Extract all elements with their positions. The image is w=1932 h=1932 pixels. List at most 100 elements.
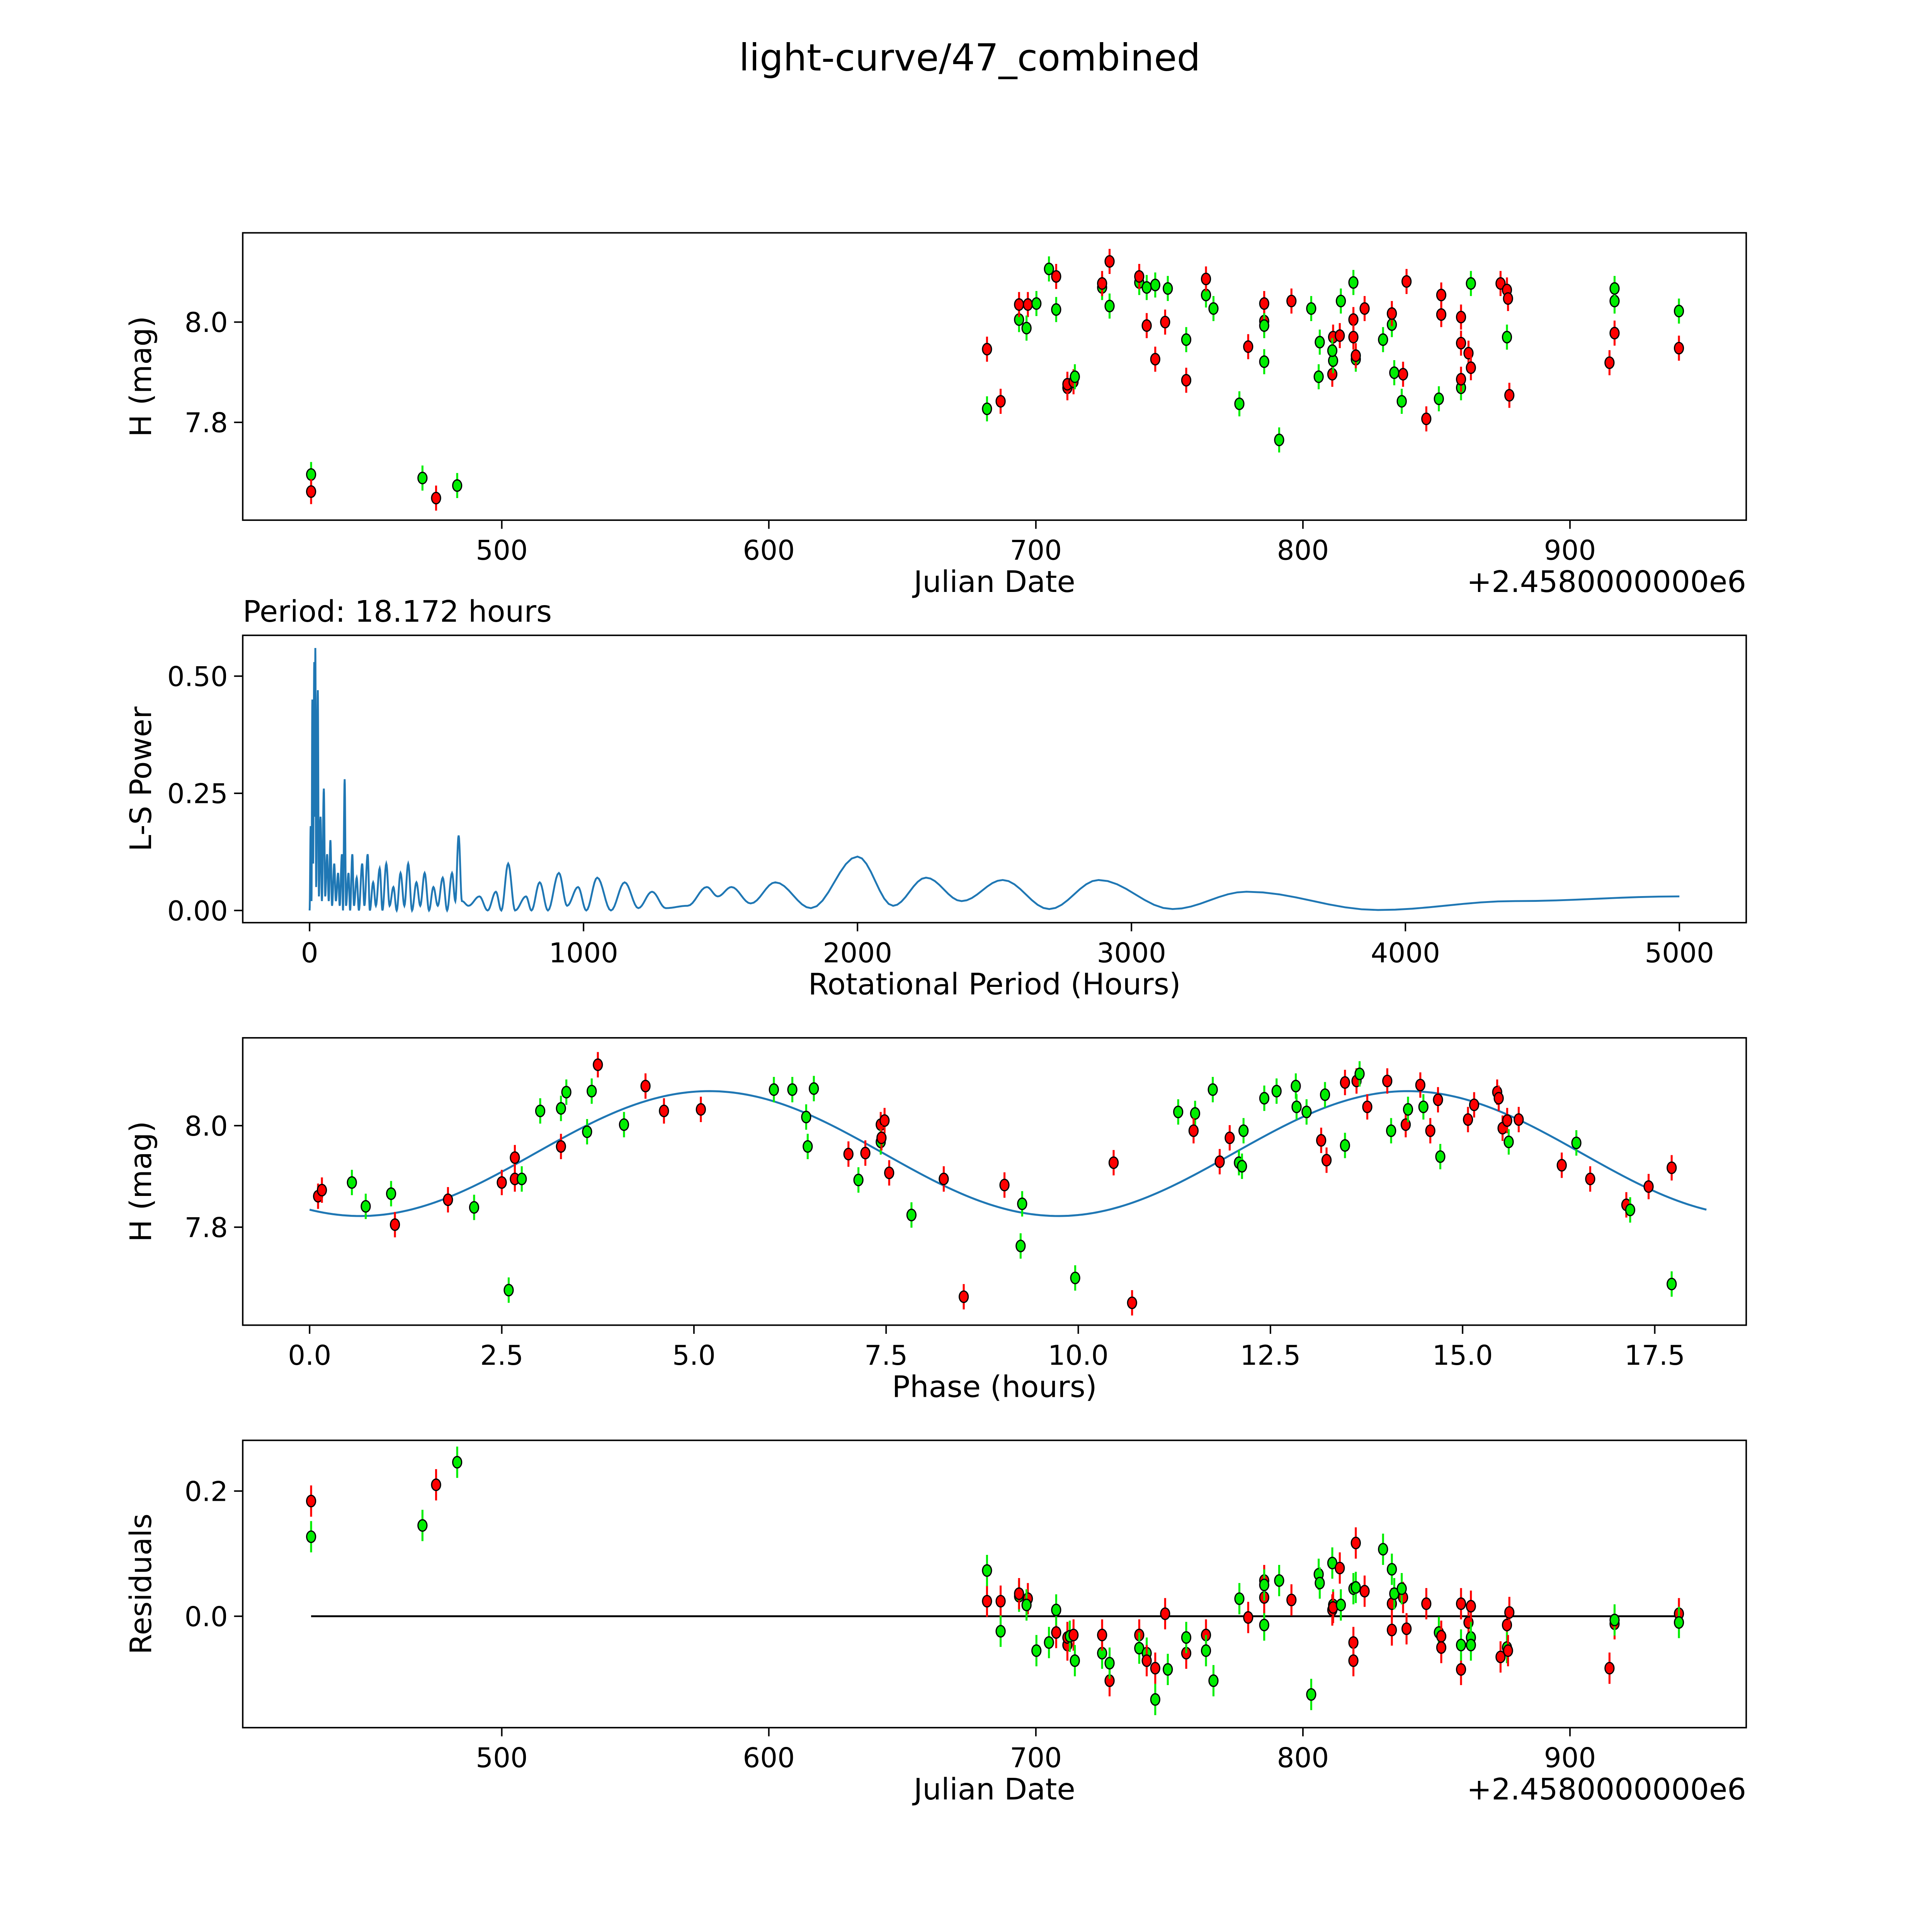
marker (1097, 1629, 1107, 1641)
green-data-point (587, 1078, 597, 1104)
marker (1160, 316, 1170, 328)
green-data-point (1208, 296, 1219, 321)
periodogram-plot-area (308, 648, 1680, 913)
green-data-point (853, 1167, 864, 1193)
periodogram-panel: 0 1000 2000 3000 4000 5000 0.00 0.25 0.50 Rotatio… (124, 634, 1747, 1002)
x-tick-label: 800 (1277, 1742, 1329, 1774)
marker (1386, 1563, 1397, 1576)
green-data-point (1031, 1635, 1042, 1667)
x-tick-label: 500 (476, 1742, 528, 1774)
marker (1456, 337, 1466, 350)
red-data-point (1328, 1592, 1338, 1623)
green-data-point (1335, 288, 1346, 314)
marker (619, 1118, 629, 1131)
marker (1068, 1629, 1079, 1641)
marker (1463, 1113, 1473, 1126)
red-data-point (959, 1284, 969, 1310)
x-tick-label: 800 (1277, 535, 1329, 566)
marker (1386, 1124, 1396, 1137)
marker (1354, 1067, 1365, 1080)
phase-folded-panel: 0.0 2.5 5.0 7.5 10.0 12.5 15.0 17.5 7.8 8.0 Phase … (124, 1037, 1747, 1404)
marker (843, 1148, 854, 1161)
green-data-point (1015, 1233, 1026, 1259)
x-offset-text: +2.4580000000e6 (1467, 565, 1746, 599)
marker (503, 1284, 514, 1297)
x-tick-label: 15.0 (1432, 1340, 1493, 1371)
marker (1327, 344, 1338, 357)
marker (1306, 302, 1316, 315)
marker (1201, 272, 1211, 286)
marker (306, 485, 316, 498)
marker (1044, 1636, 1054, 1649)
red-data-point (1150, 347, 1160, 372)
marker (431, 492, 441, 505)
green-data-point (535, 1098, 546, 1124)
red-data-point (1097, 1619, 1107, 1651)
green-data-point (306, 1521, 316, 1553)
marker (1503, 1644, 1513, 1657)
green-data-point (1150, 272, 1160, 298)
green-data-point (361, 1194, 371, 1219)
red-data-point (1188, 1118, 1199, 1144)
green-data-point (1070, 364, 1080, 389)
y-axis-label: Residuals (124, 1514, 158, 1655)
marker (1604, 356, 1615, 369)
x-axis-label: Julian Date (912, 565, 1075, 599)
marker (999, 1179, 1010, 1192)
marker (1398, 368, 1408, 381)
green-data-point (787, 1077, 798, 1102)
marker (1503, 292, 1513, 305)
marker (1259, 355, 1269, 368)
green-data-point (1271, 1078, 1282, 1104)
marker (1425, 1124, 1435, 1137)
x-tick-label: 5.0 (672, 1340, 716, 1371)
marker (1396, 1582, 1407, 1595)
marker (1259, 319, 1269, 332)
marker (1259, 1578, 1269, 1592)
marker (1021, 321, 1032, 335)
green-data-point (582, 1119, 592, 1145)
y-tick-label: 0.00 (167, 895, 228, 927)
marker (1456, 373, 1466, 386)
marker (1609, 327, 1620, 340)
periodogram-line (308, 648, 1680, 913)
y-tick-label: 8.0 (185, 307, 228, 338)
green-data-point (556, 1095, 566, 1121)
marker (1495, 277, 1506, 290)
red-data-point (389, 1212, 400, 1238)
red-data-point (316, 1177, 327, 1203)
marker (860, 1146, 871, 1160)
red-data-point (1503, 286, 1513, 311)
marker (1031, 297, 1042, 310)
red-data-point (860, 1140, 871, 1166)
marker (1466, 361, 1476, 374)
green-data-point (1335, 1589, 1346, 1621)
red-data-point (995, 1585, 1006, 1617)
red-data-point (1051, 264, 1061, 289)
marker (1097, 277, 1107, 290)
green-data-point (469, 1194, 480, 1220)
red-data-point (1014, 1578, 1024, 1609)
red-data-point (879, 1108, 890, 1133)
green-data-point (1456, 1629, 1466, 1661)
marker (1134, 270, 1145, 283)
marker (1051, 1626, 1061, 1639)
marker (1315, 336, 1325, 349)
marker (1104, 299, 1115, 313)
marker (1348, 331, 1359, 344)
green-data-point (1237, 1153, 1247, 1179)
marker (1286, 1594, 1297, 1607)
marker (1301, 1105, 1312, 1119)
green-data-point (347, 1170, 357, 1196)
green-data-point (1259, 1609, 1269, 1641)
marker (417, 1519, 428, 1532)
green-data-point (1104, 293, 1115, 319)
marker (995, 1595, 1006, 1608)
marker (1335, 294, 1346, 308)
marker (1316, 1134, 1327, 1147)
marker (1340, 1076, 1350, 1089)
red-data-point (1585, 1166, 1595, 1192)
marker (1350, 1536, 1361, 1549)
marker (535, 1104, 546, 1117)
red-data-point (510, 1145, 520, 1170)
